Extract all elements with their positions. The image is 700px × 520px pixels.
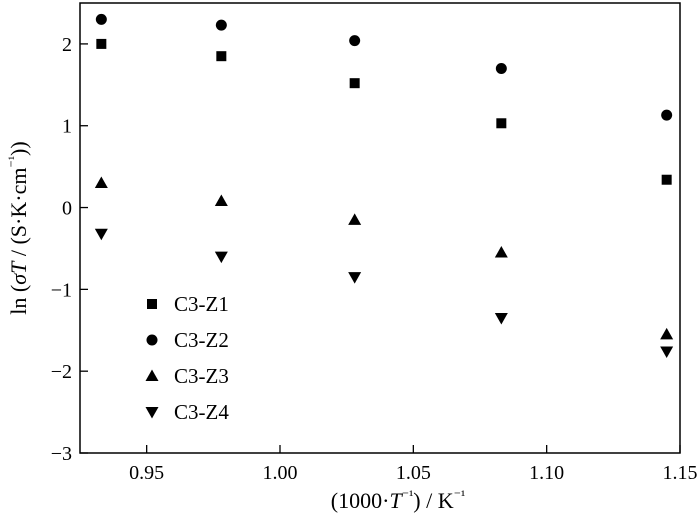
x-axis: 0.95 1.00 1.05 1.10 1.15 [129,445,698,484]
x-tick-label: 1.05 [396,462,431,484]
data-point [214,194,228,206]
series-c3-z4 [94,228,674,359]
data-point [660,327,674,340]
y-tick-label: 1 [62,116,72,138]
data-point [94,176,108,188]
data-point [349,78,360,89]
y-tick-label: 2 [62,34,72,56]
data-point [661,109,673,121]
plot-frame [79,2,681,454]
legend-marker [145,407,159,419]
legend-marker [146,334,158,346]
x-tick-label: 1.10 [529,462,564,484]
y-tick-label: −1 [51,279,72,301]
y-axis-title: ln (σT / (S·K·cm⁻¹)) [6,141,31,314]
legend-label: C3-Z2 [174,328,229,352]
legend-label: C3-Z1 [174,292,229,316]
data-point [348,272,362,284]
y-tick-label: −3 [51,443,72,465]
legend-item: C3-Z4 [145,400,229,424]
data-point [216,51,227,62]
series-c3-z3 [94,176,674,340]
y-tick-label: 0 [62,198,72,220]
legend-item: C3-Z1 [147,292,229,316]
data-point [215,19,227,31]
legend-marker [145,369,159,381]
y-tick-label: −2 [51,361,72,383]
plot-border [79,2,681,454]
legend: C3-Z1 C3-Z2 C3-Z3 C3-Z4 [145,292,229,424]
data-point [494,246,508,258]
data-point [494,313,508,325]
legend-item: C3-Z2 [146,328,229,352]
data-point [660,346,674,359]
data-point [349,35,361,47]
x-tick-label: 1.00 [263,462,298,484]
data-point [495,62,507,74]
data-point [214,251,228,264]
x-tick-label: 1.15 [663,462,698,484]
data-point [94,228,108,241]
data-point [661,174,672,185]
legend-marker [147,299,157,309]
x-tick-label: 0.95 [129,462,164,484]
series-c3-z1 [96,38,672,185]
series-c3-z2 [95,13,673,121]
data-point [96,38,107,49]
legend-label: C3-Z3 [174,364,229,388]
data-point [95,13,107,25]
legend-label: C3-Z4 [174,400,229,424]
y-axis: −3 −2 −1 0 1 2 [51,34,88,465]
data-point [348,213,362,225]
legend-item: C3-Z3 [145,364,229,388]
x-axis-title: (1000·T⁻¹) / K⁻¹ [331,488,465,513]
data-point [496,118,507,129]
data-points [94,13,674,359]
